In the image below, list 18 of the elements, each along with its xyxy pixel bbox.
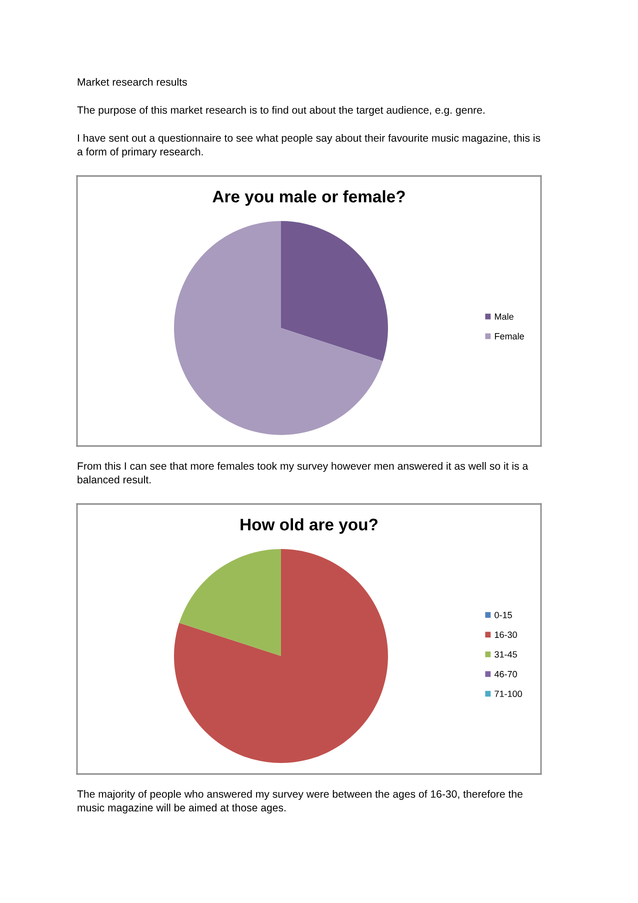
legend-label: 31-45 <box>494 651 517 658</box>
text: The majority of people who answered my survey were between the ages of 16-30, therefore the music magazine will be aimed at those ages. <box>77 790 522 814</box>
text: The purpose of this market research is to find out about the target audience, e.g. genre. <box>77 106 484 116</box>
legend-label: 71-100 <box>494 690 522 698</box>
legend-label: Female <box>494 332 524 340</box>
text: Market research results <box>78 78 187 86</box>
legend-label: 16-30 <box>494 632 517 638</box>
pie-slice <box>174 221 383 435</box>
chart-title: How old are you? <box>240 518 378 534</box>
pie-slice <box>179 549 281 656</box>
legend-label: 46-70 <box>494 670 517 678</box>
chart-title: Are you male or female? <box>212 190 405 206</box>
legend-label: 0-15 <box>494 612 512 618</box>
pie-slice <box>174 549 388 763</box>
text: I have sent out a questionnaire to see what people say about their favourite music magazine, this is a form of primary research. <box>77 134 540 158</box>
text: From this I can see that more females took my survey however men answered it as well so it is a balanced result. <box>78 462 528 484</box>
legend-label: Male <box>494 313 514 320</box>
pie-slice <box>281 221 388 362</box>
